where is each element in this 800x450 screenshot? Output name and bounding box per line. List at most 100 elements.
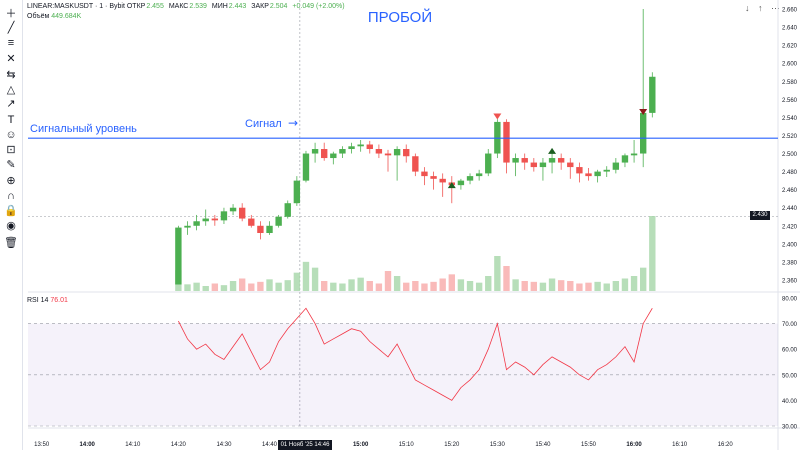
- candle-body[interactable]: [621, 155, 629, 163]
- forecast-icon[interactable]: ⇆: [6, 69, 16, 81]
- candle-body[interactable]: [202, 218, 209, 222]
- volume-bar: [466, 281, 474, 291]
- volume-bar: [184, 284, 191, 291]
- candle-body[interactable]: [211, 218, 219, 221]
- candle-body[interactable]: [339, 149, 346, 154]
- scroll-down-icon[interactable]: ↓: [745, 3, 750, 13]
- candle-body[interactable]: [503, 121, 510, 163]
- pattern-icon[interactable]: ✕: [6, 53, 16, 65]
- candle-body[interactable]: [275, 216, 282, 226]
- breakout-title: ПРОБОЙ: [368, 8, 432, 26]
- candle-body[interactable]: [366, 144, 373, 150]
- candle-body[interactable]: [321, 149, 328, 159]
- candle-body[interactable]: [649, 76, 656, 113]
- sell-marker-icon[interactable]: [493, 113, 502, 120]
- volume-bar: [412, 281, 419, 291]
- high-label: МАКС: [168, 3, 189, 10]
- candle-body[interactable]: [512, 158, 519, 163]
- volume-bar: [248, 283, 255, 291]
- time-tick-label: 15:50: [581, 442, 597, 448]
- candle-body[interactable]: [330, 153, 337, 159]
- volume-bar: [193, 282, 200, 291]
- candle-body[interactable]: [302, 153, 310, 181]
- brush-icon[interactable]: ⊡: [6, 144, 16, 156]
- candle-body[interactable]: [248, 218, 255, 226]
- volume-legend[interactable]: Объём 449.684K: [27, 13, 81, 20]
- rsi-legend[interactable]: RSI 14 76.01: [27, 297, 68, 304]
- candle-body[interactable]: [640, 112, 647, 154]
- buy-marker-icon[interactable]: [447, 182, 456, 189]
- candle-body[interactable]: [375, 149, 383, 154]
- lock-drawings-icon[interactable]: ∩: [7, 190, 15, 202]
- candle-body[interactable]: [548, 158, 556, 163]
- candle-body[interactable]: [521, 158, 528, 163]
- rsi-tick-label: 80.00: [782, 297, 798, 303]
- candle-body[interactable]: [557, 158, 565, 163]
- candle-body[interactable]: [567, 162, 574, 168]
- more-icon[interactable]: ⋯: [771, 3, 780, 13]
- crosshair-icon[interactable]: ＋: [5, 8, 17, 20]
- price-tick-label: 2.400: [782, 242, 798, 248]
- candle-body[interactable]: [630, 153, 638, 156]
- candle-body[interactable]: [612, 162, 620, 170]
- candle-body[interactable]: [466, 176, 474, 181]
- candle-body[interactable]: [348, 146, 355, 150]
- text-icon[interactable]: ↗: [6, 98, 16, 110]
- candle-body[interactable]: [539, 162, 547, 168]
- volume-bar: [457, 279, 465, 291]
- candle-body[interactable]: [403, 149, 410, 157]
- candle-body[interactable]: [184, 225, 191, 228]
- candle-body[interactable]: [357, 144, 364, 147]
- price-tick-label: 2.480: [782, 170, 798, 176]
- time-tick-label: 15:40: [535, 442, 551, 448]
- candle-body[interactable]: [412, 156, 419, 172]
- emoji-icon[interactable]: T: [7, 114, 15, 126]
- symbol-name[interactable]: LINEAR:MASKUSDT · 1 · Bybit: [27, 3, 125, 10]
- candle-body[interactable]: [257, 225, 264, 234]
- trash-icon[interactable]: 🗑: [4, 237, 18, 249]
- zoom-icon[interactable]: ✎: [6, 159, 16, 171]
- rsi-line[interactable]: [178, 307, 653, 401]
- candle-body[interactable]: [475, 173, 483, 177]
- candle-body[interactable]: [311, 149, 319, 154]
- candle-body[interactable]: [175, 227, 182, 285]
- candle-body[interactable]: [585, 173, 592, 177]
- candle-body[interactable]: [603, 169, 610, 172]
- candle-body[interactable]: [393, 149, 401, 156]
- candle-body[interactable]: [293, 180, 301, 204]
- low-label: МИН: [211, 3, 228, 10]
- candle-body[interactable]: [229, 207, 237, 212]
- time-tick-label: 16:10: [672, 442, 688, 448]
- magnet-icon[interactable]: ⊕: [6, 175, 16, 187]
- candle-body[interactable]: [430, 176, 437, 179]
- candle-body[interactable]: [284, 203, 291, 217]
- volume-bar: [649, 216, 656, 291]
- candle-body[interactable]: [220, 211, 228, 221]
- trend-line-icon[interactable]: ╱: [7, 22, 15, 34]
- volume-bar: [512, 279, 519, 291]
- volume-bar: [521, 281, 528, 291]
- scroll-up-icon[interactable]: ↑: [758, 3, 763, 13]
- candle-body[interactable]: [238, 207, 246, 219]
- buy-marker-icon[interactable]: [548, 147, 557, 154]
- rsi-label: RSI 14: [27, 297, 49, 304]
- sell-marker-icon[interactable]: [639, 108, 648, 115]
- candle-body[interactable]: [266, 225, 273, 234]
- lock-icon[interactable]: 🔒: [4, 205, 18, 217]
- candle-body[interactable]: [594, 171, 601, 177]
- time-tick-label: 14:30: [216, 442, 232, 448]
- candle-body[interactable]: [576, 167, 583, 174]
- candle-body[interactable]: [384, 153, 392, 156]
- measure-icon[interactable]: △: [6, 84, 16, 96]
- low-value: 2.443: [228, 3, 247, 10]
- candle-body[interactable]: [530, 162, 538, 168]
- fib-icon[interactable]: ≡: [7, 37, 15, 49]
- eye-icon[interactable]: ◉: [6, 220, 16, 232]
- candle-body[interactable]: [439, 178, 446, 183]
- ruler-icon[interactable]: ☺: [5, 129, 17, 141]
- candle-body[interactable]: [193, 221, 200, 226]
- candle-body[interactable]: [421, 171, 428, 177]
- candle-body[interactable]: [485, 153, 492, 174]
- candle-body[interactable]: [457, 180, 465, 186]
